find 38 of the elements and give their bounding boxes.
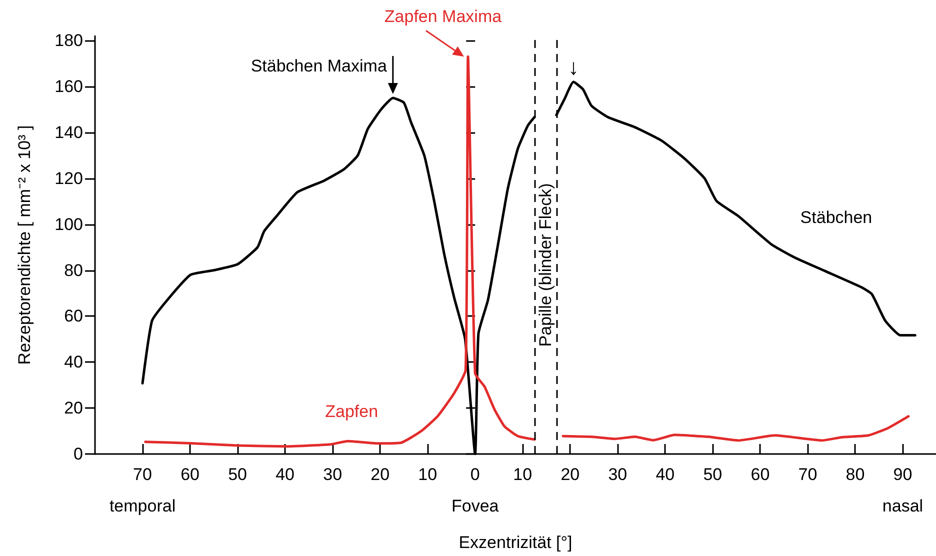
x-tick-label: 60 — [750, 465, 770, 484]
x-tick-label: 80 — [846, 465, 865, 484]
x-tick-label: 20 — [560, 465, 580, 484]
text: Fovea — [451, 496, 500, 516]
ref-line-label: Papille (blinder Fleck) — [536, 183, 556, 347]
y-tick-label: 60 — [64, 306, 83, 326]
x-tick-label: 30 — [323, 465, 342, 484]
x-tick-label: 20 — [370, 465, 390, 484]
annotation: Stäbchen Maxima — [250, 56, 388, 76]
y-tick-label: 40 — [64, 352, 83, 372]
y-tick-label: 140 — [54, 122, 83, 142]
text: temporal — [109, 496, 176, 516]
annotation: Zapfen Maxima — [384, 7, 502, 26]
y-tick-label: 160 — [54, 77, 83, 96]
y-tick-label: 0 — [74, 444, 83, 464]
x-tick-label: 10 — [418, 465, 438, 484]
x-tick-label: 60 — [180, 465, 200, 484]
y-tick-label: 100 — [54, 214, 83, 234]
x-tick-label: 10 — [513, 465, 532, 484]
x-tick-label: 40 — [276, 465, 295, 484]
text: nasal — [882, 496, 924, 516]
y-tick-label: 20 — [64, 398, 83, 418]
y-tick-label: 180 — [54, 31, 83, 50]
y-tick-label: 120 — [54, 168, 83, 188]
x-tick-label: 90 — [893, 465, 912, 484]
x-tick-label: 70 — [798, 465, 818, 484]
x-tick-label: 50 — [703, 465, 722, 484]
annotation: ↓ — [568, 54, 579, 80]
y-tick-label: 80 — [64, 260, 83, 280]
y-axis-title: Rezeptorendichte [ mm⁻² x 10³ ] — [15, 125, 34, 365]
series-label: Stäbchen — [800, 208, 872, 227]
x-tick-label: 30 — [608, 465, 628, 484]
series-label: Zapfen — [325, 402, 378, 422]
x-axis-title: Exzentrizität [°] — [458, 533, 572, 552]
x-tick-label: 0 — [470, 465, 480, 484]
x-tick-label: 50 — [228, 465, 248, 484]
x-tick-label: 70 — [133, 465, 152, 484]
x-tick-label: 40 — [656, 465, 675, 484]
